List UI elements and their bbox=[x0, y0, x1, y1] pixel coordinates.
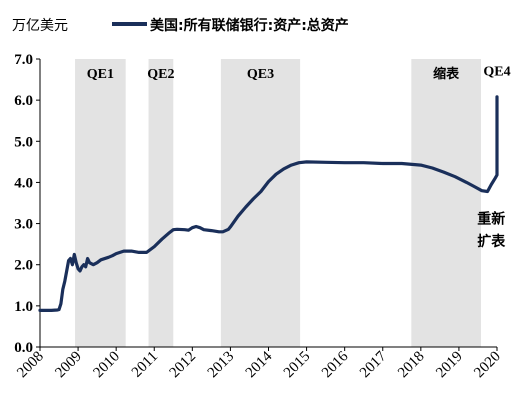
y-tick-label-0: 0.0 bbox=[14, 340, 33, 356]
annotation-2: 扩表 bbox=[477, 233, 506, 250]
shaded-period-label-2: QE3 bbox=[247, 67, 274, 82]
y-axis-unit-label: 万亿美元 bbox=[12, 18, 68, 34]
x-tick-label-7: 2015 bbox=[281, 349, 314, 382]
y-tick-label-2: 2.0 bbox=[14, 258, 33, 274]
shaded-period-label-1: QE2 bbox=[147, 67, 174, 82]
x-tick-label-6: 2014 bbox=[243, 348, 276, 381]
y-tick-labels: 0.0 1.0 2.0 3.0 4.0 5.0 6.0 7.0 bbox=[14, 52, 33, 356]
annotation-0: QE4 bbox=[483, 64, 510, 79]
series-line-0 bbox=[38, 95, 499, 312]
axes bbox=[36, 58, 498, 351]
x-tick-label-3: 2011 bbox=[129, 349, 161, 381]
x-tick-label-4: 2012 bbox=[167, 349, 200, 382]
shaded-periods bbox=[75, 59, 482, 347]
x-tick-label-10: 2018 bbox=[395, 349, 428, 382]
x-tick-label-8: 2016 bbox=[319, 348, 352, 381]
x-tick-label-1: 2009 bbox=[52, 349, 85, 382]
annotation-1: 重新 bbox=[477, 211, 505, 228]
y-tick-label-1: 1.0 bbox=[14, 299, 33, 315]
shaded-period-2 bbox=[220, 59, 301, 347]
y-tick-label-6: 6.0 bbox=[14, 93, 33, 109]
legend-series-name: 美国:所有联储银行:资产:总资产 bbox=[150, 17, 349, 34]
series-layer bbox=[38, 95, 499, 312]
shaded-period-0 bbox=[75, 59, 126, 347]
x-tick-label-11: 2019 bbox=[433, 349, 466, 382]
y-tick-label-5: 5.0 bbox=[14, 134, 33, 150]
x-tick-label-5: 2013 bbox=[205, 349, 238, 382]
x-tick-labels: 2008 2009 2010 2011 2012 2013 2014 2015 2016 2017… bbox=[14, 348, 504, 381]
shaded-period-label-0: QE1 bbox=[87, 67, 114, 82]
y-tick-label-7: 7.0 bbox=[14, 52, 33, 68]
x-tick-label-12: 2020 bbox=[471, 349, 504, 382]
x-tick-label-2: 2010 bbox=[90, 349, 123, 382]
shaded-period-label-3: 缩表 bbox=[433, 66, 460, 82]
y-tick-label-4: 4.0 bbox=[14, 175, 33, 191]
shaded-period-3 bbox=[411, 59, 482, 347]
x-tick-label-9: 2017 bbox=[357, 348, 390, 381]
legend: 美国:所有联储银行:资产:总资产 bbox=[112, 17, 349, 34]
shaded-period-1 bbox=[148, 59, 174, 347]
y-tick-label-3: 3.0 bbox=[14, 217, 33, 233]
shaded-period-labels: QE1 QE2 QE3 缩表 bbox=[87, 66, 460, 82]
